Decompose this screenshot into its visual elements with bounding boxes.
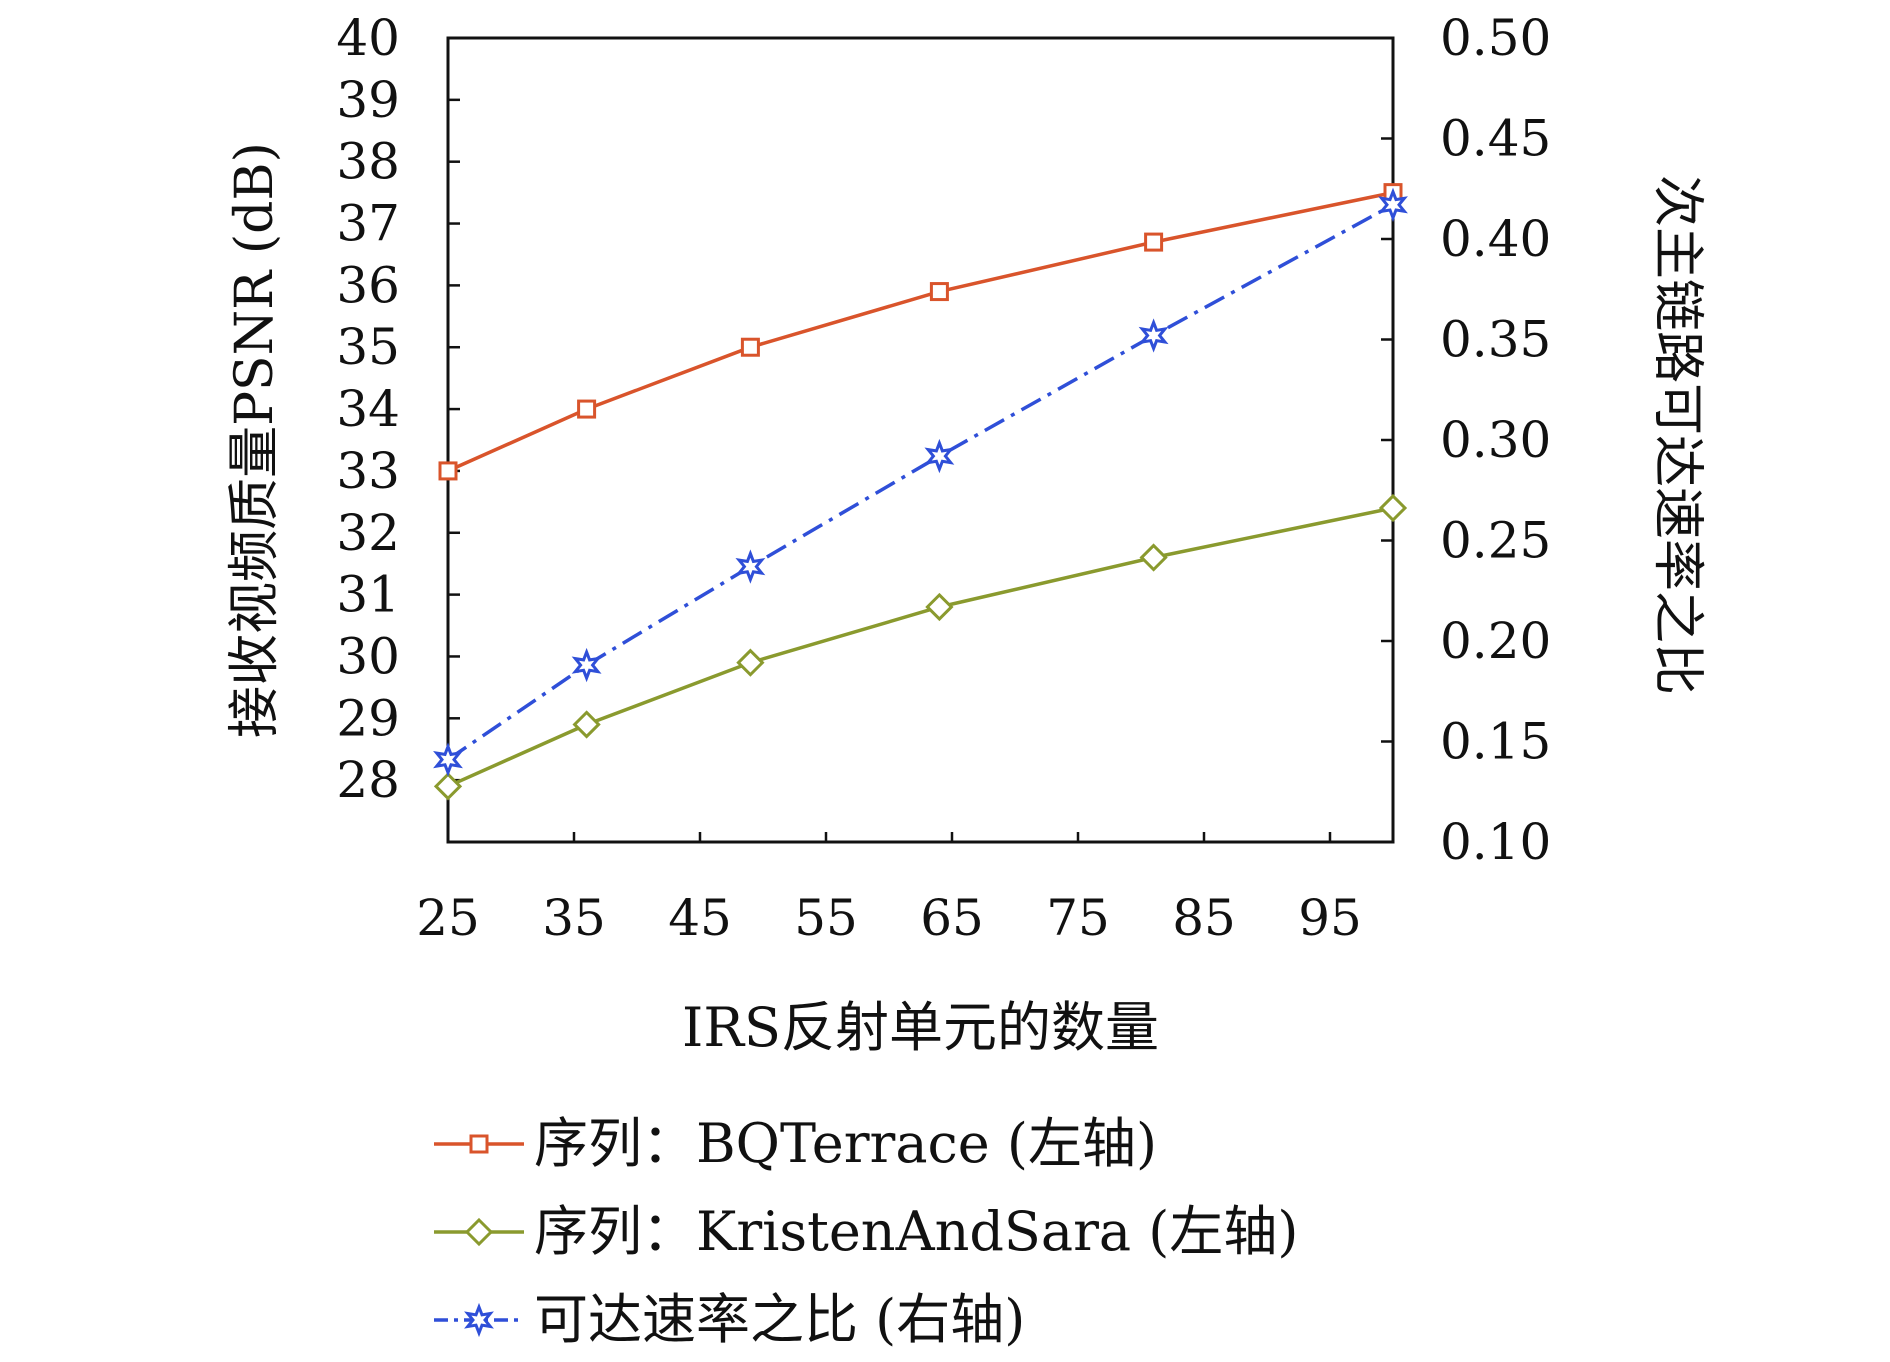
y-left-tick-label: 38 [336,133,400,191]
series-1-point [433,772,463,801]
y-right-tick-label: 0.30 [1440,411,1551,469]
y-right-tick-label: 0.50 [1440,9,1551,67]
series-line-1 [447,506,1394,788]
legend-label-0: 序列：BQTerrace (左轴) [534,1112,1157,1175]
series-line-0 [447,190,1394,473]
y-left-tick-label: 32 [336,504,400,562]
series-0-point [740,337,760,357]
y-left-tick-label: 28 [336,751,400,809]
x-tick-label: 75 [1046,889,1110,947]
series-1-point [925,592,954,622]
series-2-point [735,549,766,584]
y-right-tick-label: 0.45 [1440,110,1551,168]
series-0-point [577,399,597,419]
x-tick-label: 45 [668,889,732,947]
legend: 序列：BQTerrace (左轴) 序列：KristenAndSara (左轴) 可… [434,1112,1298,1351]
series-layer [433,183,1408,801]
legend-label-2: 可达速率之比 (右轴) [534,1288,1025,1351]
y-left-tick-label: 30 [336,627,400,685]
x-axis-title: IRS反射单元的数量 [682,996,1159,1059]
series-2-point [571,647,602,683]
y-right-tick-label: 0.10 [1440,813,1551,871]
y-right-tick-label: 0.40 [1440,210,1551,268]
y-right-tick-label: 0.35 [1440,311,1551,369]
series-line-2 [447,203,1394,762]
y-left-tick-label: 34 [336,380,400,438]
y-right-tick-label: 0.20 [1440,612,1551,670]
y-left-tick-label: 40 [336,9,400,67]
series-1-point [1139,543,1168,572]
x-tick-label: 95 [1298,889,1362,947]
legend-marker-0 [469,1134,489,1154]
x-tick-label: 65 [920,889,984,947]
y-left-axis-title: 接收视频质量PSNR (dB) [225,142,285,738]
legend-marker-1 [464,1217,494,1247]
axes: 25 35 45 55 65 75 85 95282930313233343536373839… [225,9,1707,1059]
series-0-point [929,282,949,302]
legend-marker-2 [464,1302,494,1338]
x-tick-label: 55 [794,889,858,947]
y-left-tick-label: 39 [336,71,400,129]
series-1-point [1378,493,1408,523]
series-1-point [572,710,601,739]
y-left-tick-label: 37 [336,195,400,253]
y-right-tick-label: 0.15 [1440,713,1551,771]
y-left-tick-label: 31 [336,566,400,624]
y-left-tick-label: 29 [336,689,400,747]
series-2-point [433,742,463,777]
y-left-tick-label: 33 [336,442,400,500]
series-0-point [438,461,458,481]
legend-label-1: 序列：KristenAndSara (左轴) [534,1200,1298,1263]
series-2-point [1378,187,1408,222]
x-tick-label: 35 [542,889,606,947]
series-0-point [1144,232,1164,252]
y-right-tick-label: 0.25 [1440,512,1551,570]
y-right-axis-title: 次主链路可达速率之比 [1647,175,1707,695]
x-tick-label: 85 [1172,889,1236,947]
y-left-tick-label: 36 [336,256,400,314]
series-2-point [1138,318,1169,353]
series-1-point [736,648,765,677]
y-left-tick-label: 35 [336,318,400,376]
series-2-point [924,438,955,474]
x-tick-label: 25 [416,889,480,947]
